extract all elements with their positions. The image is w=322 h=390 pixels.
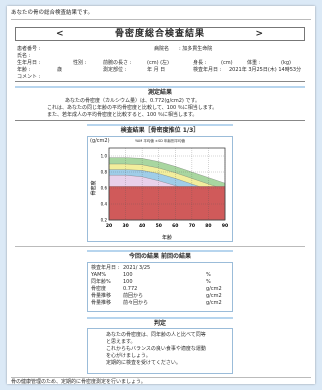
measure-heading: 測定結果 <box>147 89 172 96</box>
compare-row-value: 前々回から <box>123 300 149 306</box>
graph-legend: YAM 平均値 ±SD 年齢別平均値 <box>135 139 185 143</box>
weight-label: 体重 : <box>247 60 261 66</box>
intro-divider <box>11 19 311 20</box>
graph-heading: 検査結果［骨密度推位 1/3］ <box>120 127 200 134</box>
graph-band <box>87 124 233 126</box>
graph-frame <box>87 136 233 242</box>
compare-row-label: 骨量推移 <box>91 293 112 299</box>
intro-text: あなたの骨の総合検査結果です。 <box>11 10 93 16</box>
compare-row-label: 同年齢% <box>91 279 111 285</box>
compare-row-unit: % <box>206 279 211 285</box>
exam-date-value: 2021年 3月25日(木) 14時53分 <box>229 67 302 73</box>
compare-row-unit: % <box>206 272 211 278</box>
footer-divider <box>11 377 311 378</box>
report-sheet: あなたの骨の総合検査結果です。 < 骨密度総合検査結果 > 患者番号 : 氏名 … <box>7 6 315 385</box>
compare-band <box>87 250 233 252</box>
graph-ylabel: (g/cm2) <box>90 138 110 144</box>
report-title-bar: < 骨密度総合検査結果 > <box>15 27 305 41</box>
compare-row-label: YAM% <box>91 272 107 278</box>
measure-band <box>15 86 305 88</box>
report-title: 骨密度総合検査結果 <box>114 29 205 39</box>
forearm-label: 前腕の長さ : <box>103 60 132 66</box>
compare-row-value: 100 <box>123 279 133 285</box>
y-tick-label: 0.4 <box>101 202 108 207</box>
compare-row-unit: g/cm2 <box>206 286 222 292</box>
x-tick-label: 70 <box>189 223 195 229</box>
patient-name-label: 氏名 : <box>17 53 31 59</box>
patient-info-divider <box>15 81 305 82</box>
chart-band-4 <box>108 186 226 221</box>
weight-unit: (kg) <box>281 60 291 66</box>
height-unit: (cm) <box>221 60 233 66</box>
height-label: 身長 : <box>193 60 207 66</box>
y-tick-label: 0.6 <box>101 186 108 191</box>
compare-heading: 今回の結果 前回の結果 <box>128 253 192 260</box>
sex-label: 性別 : <box>73 60 87 66</box>
facility-label: 病院名 <box>154 46 170 52</box>
compare-row-label: 骨密度 <box>91 286 107 292</box>
bone-density-chart: 1.0 0.8 0.6 0.4 0.2 20 30 40 50 60 70 80 90 骨密度 年齢 <box>90 147 228 241</box>
y-tick-label: 0.8 <box>101 170 108 175</box>
compare-row-label: 骨量推移 <box>91 300 112 306</box>
measure-line-3: また、若年成人の平均骨密度と比較すると、100 ％に相当します。 <box>47 112 198 118</box>
compare-row-value: 0.772 <box>123 286 138 292</box>
measure-line-1: あなたの骨密度（カルシウム量）は、0.772(g/cm2) です。 <box>65 98 200 104</box>
judgement-box: あなたの骨密度は、同年齢の人と比べて同等 と思えます。 これからもバランスの良い… <box>87 328 233 374</box>
x-tick-label: 80 <box>205 223 211 229</box>
patient-age-value: 歳 <box>57 67 63 73</box>
judgement-line-2: と思えます。 <box>106 339 136 345</box>
judgement-line-4: を心がけましょう。 <box>106 353 151 359</box>
patient-id-label: 患者番号 : <box>17 46 41 52</box>
compare-row-unit: g/cm2 <box>206 293 222 299</box>
compare-row-unit: g/cm2 <box>206 300 222 306</box>
measure-line-2: これは、あなたの同じ年齢の平均骨密度と比較して、100 ％に相当します。 <box>47 105 218 111</box>
graph-divider <box>15 246 305 247</box>
compare-date-label: 検査年月日 : <box>91 265 120 271</box>
x-axis-label: 年齢 <box>162 234 172 241</box>
y-tick-label: 1.0 <box>101 154 108 159</box>
x-tick-label: 90 <box>222 223 228 229</box>
patient-birth-label: 生年月日 : <box>17 60 41 66</box>
x-tick-label: 20 <box>106 223 112 229</box>
compare-row-value: 100 <box>123 272 133 278</box>
x-tick-label: 30 <box>122 223 128 229</box>
judgement-line-5: 定期的に検査を受けてください。 <box>106 360 181 366</box>
y-axis-title: 骨密度 <box>90 180 97 195</box>
measure-site-label: 測定部位 : <box>103 67 127 73</box>
judgement-line-1: あなたの骨密度は、同年齢の人と比べて同等 <box>106 332 206 338</box>
compare-date-value: 2021/ 3/25 <box>123 265 151 271</box>
y-tick-label: 0.2 <box>101 218 108 223</box>
prev-page-arrow[interactable]: < <box>56 29 65 39</box>
patient-comment-label: コメント : <box>17 74 41 80</box>
measure-site-value: 年 月 日 <box>147 67 166 73</box>
x-tick-label: 50 <box>156 223 162 229</box>
next-page-arrow[interactable]: > <box>255 29 264 39</box>
x-tick-label: 40 <box>139 223 145 229</box>
measure-divider <box>15 120 305 121</box>
facility-value: : 加多貫生命院 <box>179 46 213 52</box>
judgement-band <box>87 317 233 319</box>
footer-note: 骨の健康管理のため、定期的に骨密度測定を行いましょう。 <box>11 379 146 385</box>
judgement-line-3: これからもバランスの良い食事や適度な運動 <box>106 346 206 352</box>
plot-area-border <box>108 147 226 221</box>
exam-date-label: 検査年月日 : <box>193 67 222 73</box>
compare-row-value: 前回から <box>123 293 144 299</box>
patient-age-label: 年齢 : <box>17 67 31 73</box>
compare-table: 検査年月日 : 2021/ 3/25 YAM% 100% 同年齢% 100% 骨密度 0.… <box>87 262 233 312</box>
judgement-heading: 判定 <box>153 320 166 327</box>
forearm-unit: (cm) (左) <box>147 60 170 66</box>
x-tick-label: 60 <box>172 223 178 229</box>
